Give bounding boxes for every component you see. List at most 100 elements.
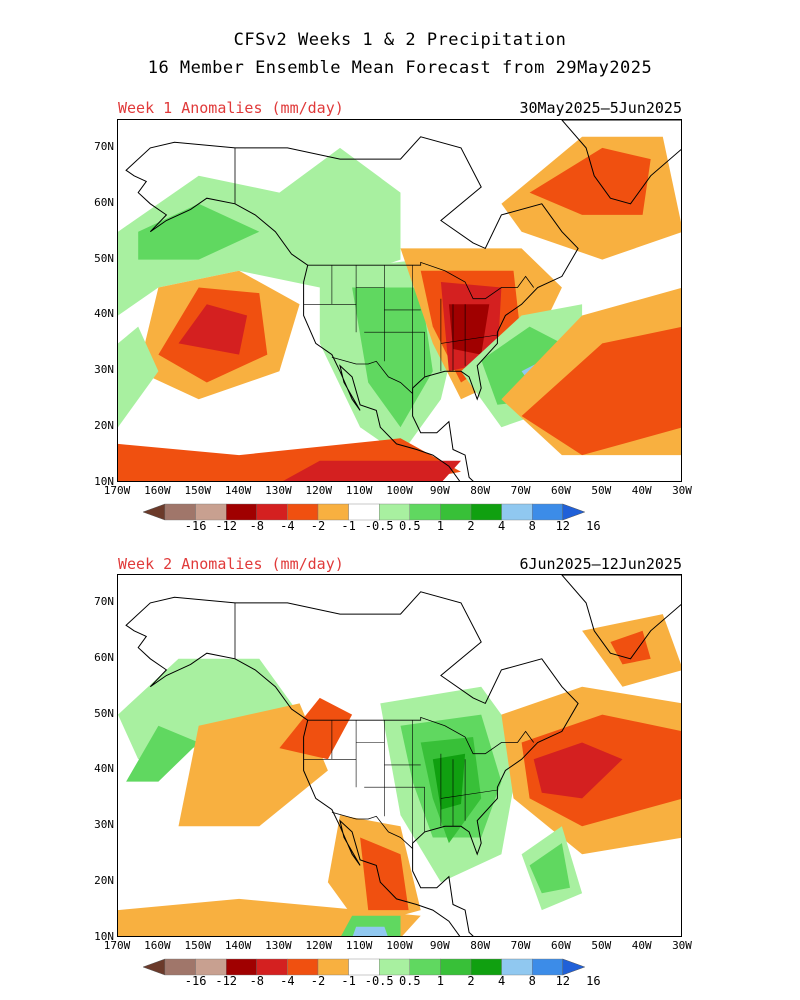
anomaly-region [118,326,159,428]
colorbar-label: 12 [555,519,571,533]
chart-title-line1: CFSv2 Weeks 1 & 2 Precipitation [233,30,567,50]
colorbar-label: 0.5 [398,974,421,988]
colorbar-swatch [164,503,196,521]
colorbar-swatch [256,958,288,976]
country-border [331,811,413,849]
country-border [307,716,535,755]
lon-tick-label: 40W [631,484,652,497]
colorbar-swatch [287,958,319,976]
lat-tick-label: 20N [94,874,114,888]
lon-tick-label: 110W [345,484,373,497]
colorbar-swatch [501,958,533,976]
panel-week1-label: Week 1 Anomalies (mm/day) [118,99,344,117]
colorbar-label: -4 [280,974,295,988]
colorbar-swatch [225,503,257,521]
anomaly-region [178,703,328,827]
anomaly-region [138,203,260,260]
lon-tick-label: 60W [550,939,571,952]
colorbar-arrow-right [562,958,586,976]
anomaly-region [529,147,651,215]
chart-title-line2: 16 Member Ensemble Mean Forecast from 29… [147,58,653,78]
lon-tick-label: 40W [631,939,652,952]
colorbar-label: -2 [310,974,326,988]
coastline [125,136,579,481]
lon-tick-label: 70W [510,484,531,497]
lon-tick-label: 100W [386,939,413,952]
colorbar-arrow-left [142,958,166,976]
lat-tick-label: 10N [94,475,114,488]
colorbar-label: 8 [528,519,536,533]
lon-tick-label: 130W [265,939,292,952]
colorbar-swatch [501,503,533,521]
colorbar-arrow-left [142,503,166,521]
anomaly-region [352,926,388,936]
colorbar-label: 0.5 [398,519,421,533]
colorbar-swatch [317,958,349,976]
panel-week2-dates: 6Jun2025–12Jun2025 [519,555,682,573]
lat-tick-label: 70N [94,594,114,608]
lat-tick-label: 30N [94,818,114,832]
greenland-coast [561,575,681,660]
colorbar-label: -0.5 [364,974,394,988]
lat-tick-label: 40N [94,307,114,321]
map-week1 [117,119,682,482]
anomaly-region [178,304,248,355]
lon-tick-label: 160W [144,484,171,497]
colorbar-label: 1 [436,519,444,533]
lon-tick-label: 80W [470,484,491,497]
anomaly-region [529,843,570,894]
lon-tick-label: 130W [265,484,292,497]
colorbar-swatch [195,503,227,521]
colorbar-swatch [378,958,410,976]
country-border [331,356,413,394]
colorbar-swatch [440,503,472,521]
colorbar-swatch [470,503,502,521]
lon-tick-label: 30W [672,484,692,497]
lon-tick-label: 50W [591,939,612,952]
country-border [307,261,535,300]
colorbar-swatch [348,503,380,521]
anomaly-region [521,327,681,456]
colorbar-label: -8 [249,519,265,533]
panel-week2-label: Week 2 Anomalies (mm/day) [118,555,344,573]
anomaly-region [283,460,461,481]
colorbar-label: 16 [586,974,601,988]
lon-tick-label: 120W [305,484,333,497]
colorbar-label: 16 [586,519,601,533]
colorbar-label: -2 [310,519,326,533]
lon-tick-label: 90W [429,939,450,952]
anomaly-region [448,304,490,355]
colorbar-swatch [409,503,441,521]
colorbar-label: -8 [249,974,265,988]
lon-tick-label: 160W [144,939,171,952]
colorbar-label: 8 [528,974,536,988]
lat-tick-label: 60N [94,195,114,209]
colorbar-swatch [378,503,410,521]
anomaly-region [279,697,353,760]
lat-tick-label: 50N [94,706,114,720]
colorbar-label: -16 [184,519,207,533]
anomaly-region [126,725,199,782]
state-border [440,789,498,799]
lon-tick-label: 60W [550,484,571,497]
lon-tick-label: 70W [510,939,531,952]
colorbar-swatch [287,503,319,521]
anomaly-region [118,898,421,936]
colorbar-label: -12 [215,519,238,533]
lat-tick-label: 30N [94,363,114,377]
lon-tick-label: 30W [672,939,692,952]
colorbar-swatch [532,503,564,521]
colorbar-label: 12 [555,974,571,988]
colorbar-arrow-right [562,503,586,521]
panel-week1-dates: 30May2025–5Jun2025 [519,99,682,117]
colorbar-swatch [348,958,380,976]
anomaly-region [360,837,409,911]
colorbar-swatch [164,958,196,976]
colorbar-label: 1 [436,974,444,988]
lat-tick-label: 40N [94,762,114,776]
colorbar-label: -1 [341,519,356,533]
lon-tick-label: 110W [345,939,373,952]
colorbar-label: 4 [497,519,506,533]
colorbar-swatch [470,958,502,976]
lat-tick-label: 50N [94,251,114,265]
